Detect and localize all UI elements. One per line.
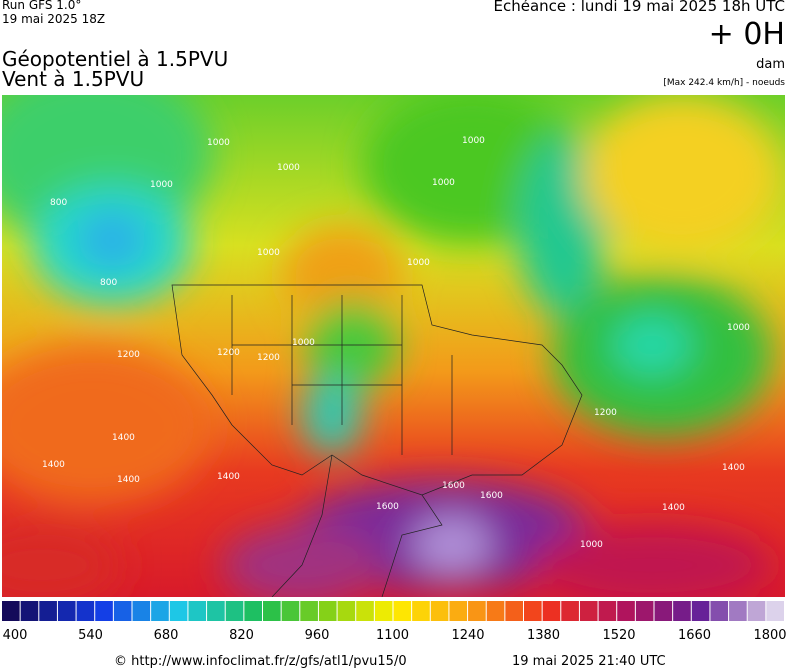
colorbar-cell [2, 601, 20, 621]
colorbar-cell [412, 601, 430, 621]
colorbar-cell [393, 601, 412, 621]
contour-label: 1400 [722, 463, 745, 473]
colorbar-cell [654, 601, 673, 621]
colorbar-cell [468, 601, 486, 621]
colorbar-cell [374, 601, 393, 621]
colorbar-cell [449, 601, 468, 621]
colorbar-cell [486, 601, 505, 621]
colorbar-label: 1660 [678, 628, 711, 643]
echeance: Echéance : lundi 19 mai 2025 18h UTC [493, 0, 786, 15]
colorbar-cell [188, 601, 207, 621]
contour-label: 1200 [217, 348, 240, 358]
colorbar-label: 400 [3, 628, 28, 643]
contour-label: 1000 [292, 338, 315, 348]
colorbar-cell [20, 601, 39, 621]
contour-label: 800 [50, 198, 67, 208]
colorbar-cell [113, 601, 132, 621]
contour-label: 1600 [376, 502, 399, 512]
colorbar-cell [729, 601, 747, 621]
colorbar-cell [207, 601, 225, 621]
colorbar-cell [263, 601, 281, 621]
contour-label: 1000 [207, 138, 230, 148]
contour-label: 1600 [480, 491, 503, 501]
contour-label: 1000 [580, 540, 603, 550]
colorbar-cell [76, 601, 95, 621]
colorbar-label: 1380 [527, 628, 560, 643]
title: Géopotentiel à 1.5PVU [2, 47, 229, 71]
contour-label: 1400 [217, 472, 240, 482]
contour-label: 1000 [462, 136, 485, 146]
colorbar-cell [691, 601, 710, 621]
contour-label: 1400 [42, 460, 65, 470]
colorbar-cell [542, 601, 561, 621]
colorbar-cell [710, 601, 729, 621]
contour-label: 800 [100, 278, 117, 288]
colorbar-cell [430, 601, 449, 621]
colorbar-cell [505, 601, 523, 621]
colorbar-label: 1100 [376, 628, 409, 643]
contour-label: 1000 [150, 180, 173, 190]
colorbar-cell [673, 601, 691, 621]
contour-label: 1200 [257, 353, 280, 363]
colorbar-cell [39, 601, 57, 621]
colorbar-cell [300, 601, 318, 621]
field-shading [2, 95, 782, 597]
colorbar: 400 540 680 820 960 1100 1240 1380 1520 1660 1800 [2, 601, 787, 643]
colorbar-cell [524, 601, 542, 621]
colorbar-label: 960 [305, 628, 330, 643]
colorbar-cell [598, 601, 617, 621]
contour-label: 1000 [257, 248, 280, 258]
colorbar-cell [244, 601, 262, 621]
colorbar-cell [561, 601, 579, 621]
contour-label: 1000 [727, 323, 750, 333]
colorbar-cell [635, 601, 654, 621]
run-label: Run GFS 1.0° [2, 0, 82, 12]
contour-label: 1000 [407, 258, 430, 268]
contour-label: 1600 [442, 481, 465, 491]
colorbar-cell [579, 601, 598, 621]
colorbar-cell [281, 601, 300, 621]
colorbar-cell [151, 601, 169, 621]
colorbar-cell [747, 601, 766, 621]
colorbar-cell [225, 601, 244, 621]
source: © http://www.infoclimat.fr/z/gfs/atl1/pv… [114, 654, 407, 669]
colorbar-cell [95, 601, 113, 621]
unit: dam [756, 57, 785, 72]
colorbar-label: 680 [154, 628, 179, 643]
colorbar-cell [318, 601, 337, 621]
contour-label: 1400 [112, 433, 135, 443]
colorbar-label: 1520 [602, 628, 635, 643]
colorbar-cell [617, 601, 635, 621]
colorbar-label: 820 [229, 628, 254, 643]
title: Vent à 1.5PVU [2, 67, 145, 91]
contour-label: 1000 [432, 178, 455, 188]
generated-time: 19 mai 2025 21:40 UTC [512, 654, 666, 669]
colorbar-label: 1240 [451, 628, 484, 643]
contour-label: 1200 [594, 408, 617, 418]
contour-label: 1200 [117, 350, 140, 360]
colorbar-cell [337, 601, 356, 621]
map: 1000 1000 1000 800 800 1000 1000 1000 1000 1000 12… [2, 95, 785, 597]
colorbar-cell [132, 601, 151, 621]
colorbar-cell [169, 601, 188, 621]
contour-label: 1400 [117, 475, 140, 485]
contour-label: 1400 [662, 503, 685, 513]
max-wind: [Max 242.4 km/h] - noeuds [663, 78, 785, 88]
run-date: 19 mai 2025 18Z [2, 12, 106, 26]
borders [171, 284, 583, 597]
colorbar-cell [356, 601, 374, 621]
colorbar-label: 1800 [753, 628, 786, 643]
colorbar-cell [766, 601, 784, 621]
colorbar-label: 540 [78, 628, 103, 643]
colorbar-cell [57, 601, 76, 621]
contour-label: 1000 [277, 163, 300, 173]
offset: + 0H [708, 17, 785, 52]
